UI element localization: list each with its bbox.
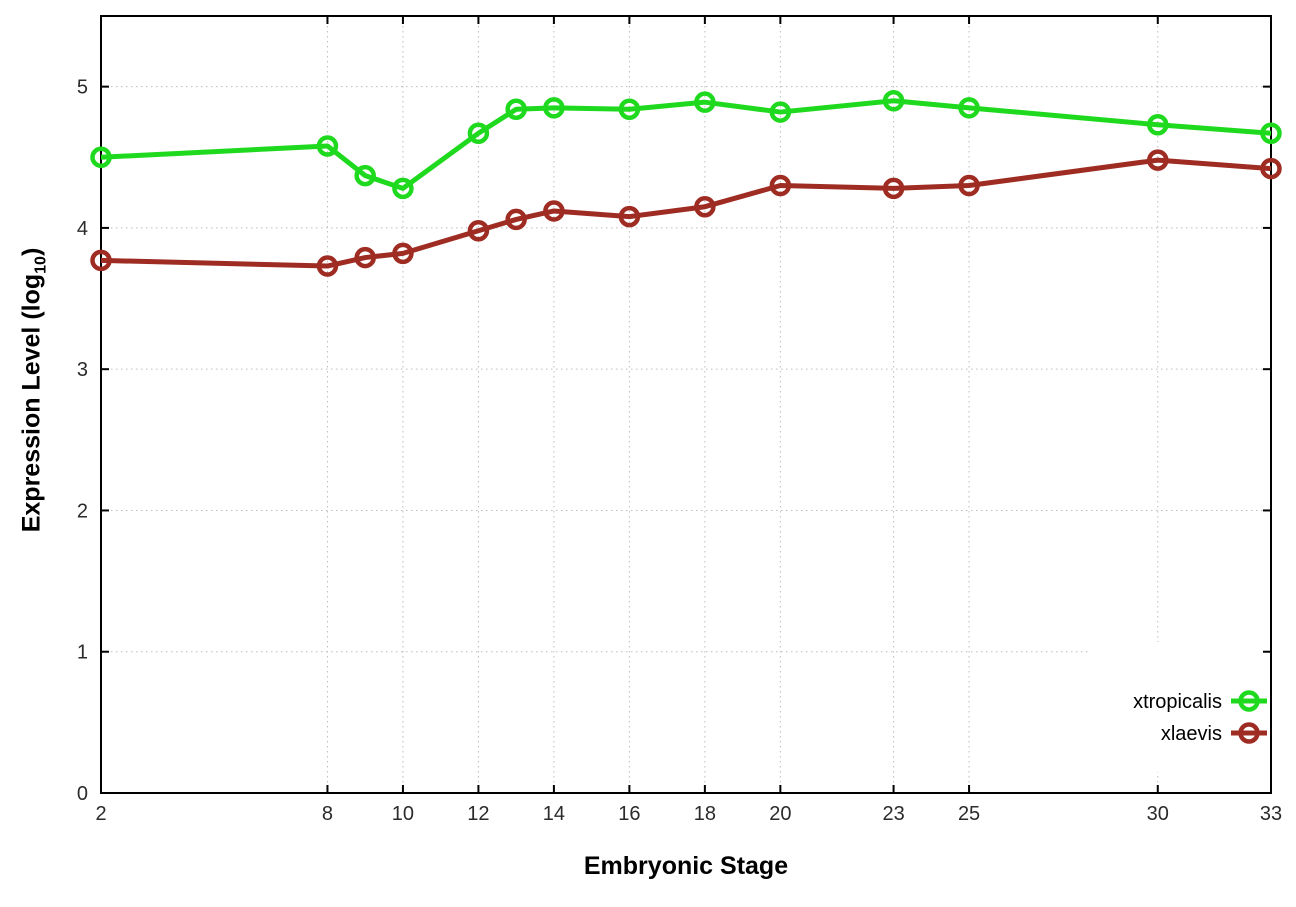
x-tick-label-8: 8 — [322, 803, 333, 825]
data-point-xtropicalis-9 — [354, 164, 376, 187]
legend-marker-xlaevis — [1238, 722, 1260, 744]
data-point-xlaevis-2 — [90, 249, 112, 272]
data-point-xlaevis-30 — [1147, 149, 1169, 171]
data-point-xlaevis-9 — [354, 246, 376, 269]
data-point-xlaevis-18 — [694, 195, 716, 218]
x-tick-label-12: 12 — [467, 803, 489, 825]
data-point-xtropicalis-10 — [392, 177, 414, 200]
data-point-xlaevis-13 — [505, 208, 527, 231]
data-point-xtropicalis-18 — [694, 91, 716, 113]
x-tick-label-30: 30 — [1147, 803, 1169, 825]
x-tick-label-14: 14 — [543, 803, 565, 825]
x-tick-label-25: 25 — [958, 803, 980, 825]
series-xlaevis — [90, 149, 1282, 277]
data-point-xlaevis-20 — [769, 174, 792, 197]
y-axis-label-pre: Expression Level (log — [17, 273, 46, 533]
data-point-xtropicalis-14 — [543, 97, 565, 119]
legend-label-xlaevis: xlaevis — [1161, 723, 1222, 745]
legend-background — [1088, 642, 1269, 772]
data-point-xlaevis-14 — [543, 200, 565, 222]
y-tick-label-3: 3 — [77, 359, 88, 381]
data-point-xlaevis-23 — [882, 177, 905, 200]
y-tick-label-4: 4 — [77, 218, 88, 240]
series-line-xlaevis — [100, 157, 1272, 269]
x-tick-label-16: 16 — [618, 803, 640, 825]
y-tick-label-1: 1 — [77, 642, 88, 664]
x-tick-label-20: 20 — [769, 803, 791, 825]
data-point-xtropicalis-30 — [1147, 114, 1169, 136]
y-tick-label-2: 2 — [77, 500, 88, 522]
legend-label-xtropicalis: xtropicalis — [1133, 691, 1222, 713]
y-axis-label-post: ) — [17, 247, 46, 257]
y-tick-label-5: 5 — [77, 77, 88, 99]
x-tick-label-23: 23 — [882, 803, 904, 825]
data-point-xtropicalis-12 — [467, 122, 490, 145]
data-point-xtropicalis-16 — [618, 98, 641, 120]
legend-item-xtropicalis: xtropicalis — [1133, 690, 1267, 713]
data-point-xtropicalis-20 — [769, 101, 792, 123]
legend-marker-xtropicalis — [1238, 690, 1260, 712]
series-xtropicalis — [90, 90, 1282, 200]
data-point-xlaevis-25 — [958, 174, 980, 197]
legend-item-xlaevis: xlaevis — [1161, 722, 1267, 745]
x-tick-label-2: 2 — [95, 803, 106, 825]
data-point-xtropicalis-25 — [958, 97, 980, 119]
data-point-xlaevis-10 — [392, 242, 414, 265]
data-point-xtropicalis-8 — [316, 135, 339, 157]
x-tick-label-33: 33 — [1260, 803, 1282, 825]
data-point-xtropicalis-13 — [505, 98, 527, 120]
data-point-xtropicalis-2 — [90, 146, 112, 169]
y-axis-label: Expression Level (log10) — [18, 248, 51, 533]
x-tick-label-10: 10 — [392, 803, 414, 825]
data-point-xlaevis-33 — [1260, 157, 1282, 180]
data-point-xlaevis-8 — [316, 255, 339, 277]
plot-border — [100, 15, 1272, 794]
series-line-xtropicalis — [100, 98, 1272, 191]
data-point-xlaevis-12 — [467, 219, 490, 242]
data-point-xtropicalis-33 — [1260, 122, 1282, 145]
x-tick-label-18: 18 — [694, 803, 716, 825]
y-axis-label-sub: 10 — [32, 256, 50, 274]
y-tick-label-0: 0 — [77, 783, 88, 805]
data-point-xtropicalis-23 — [882, 90, 905, 112]
data-point-xlaevis-16 — [618, 205, 641, 228]
x-axis-label: Embryonic Stage — [583, 852, 789, 880]
